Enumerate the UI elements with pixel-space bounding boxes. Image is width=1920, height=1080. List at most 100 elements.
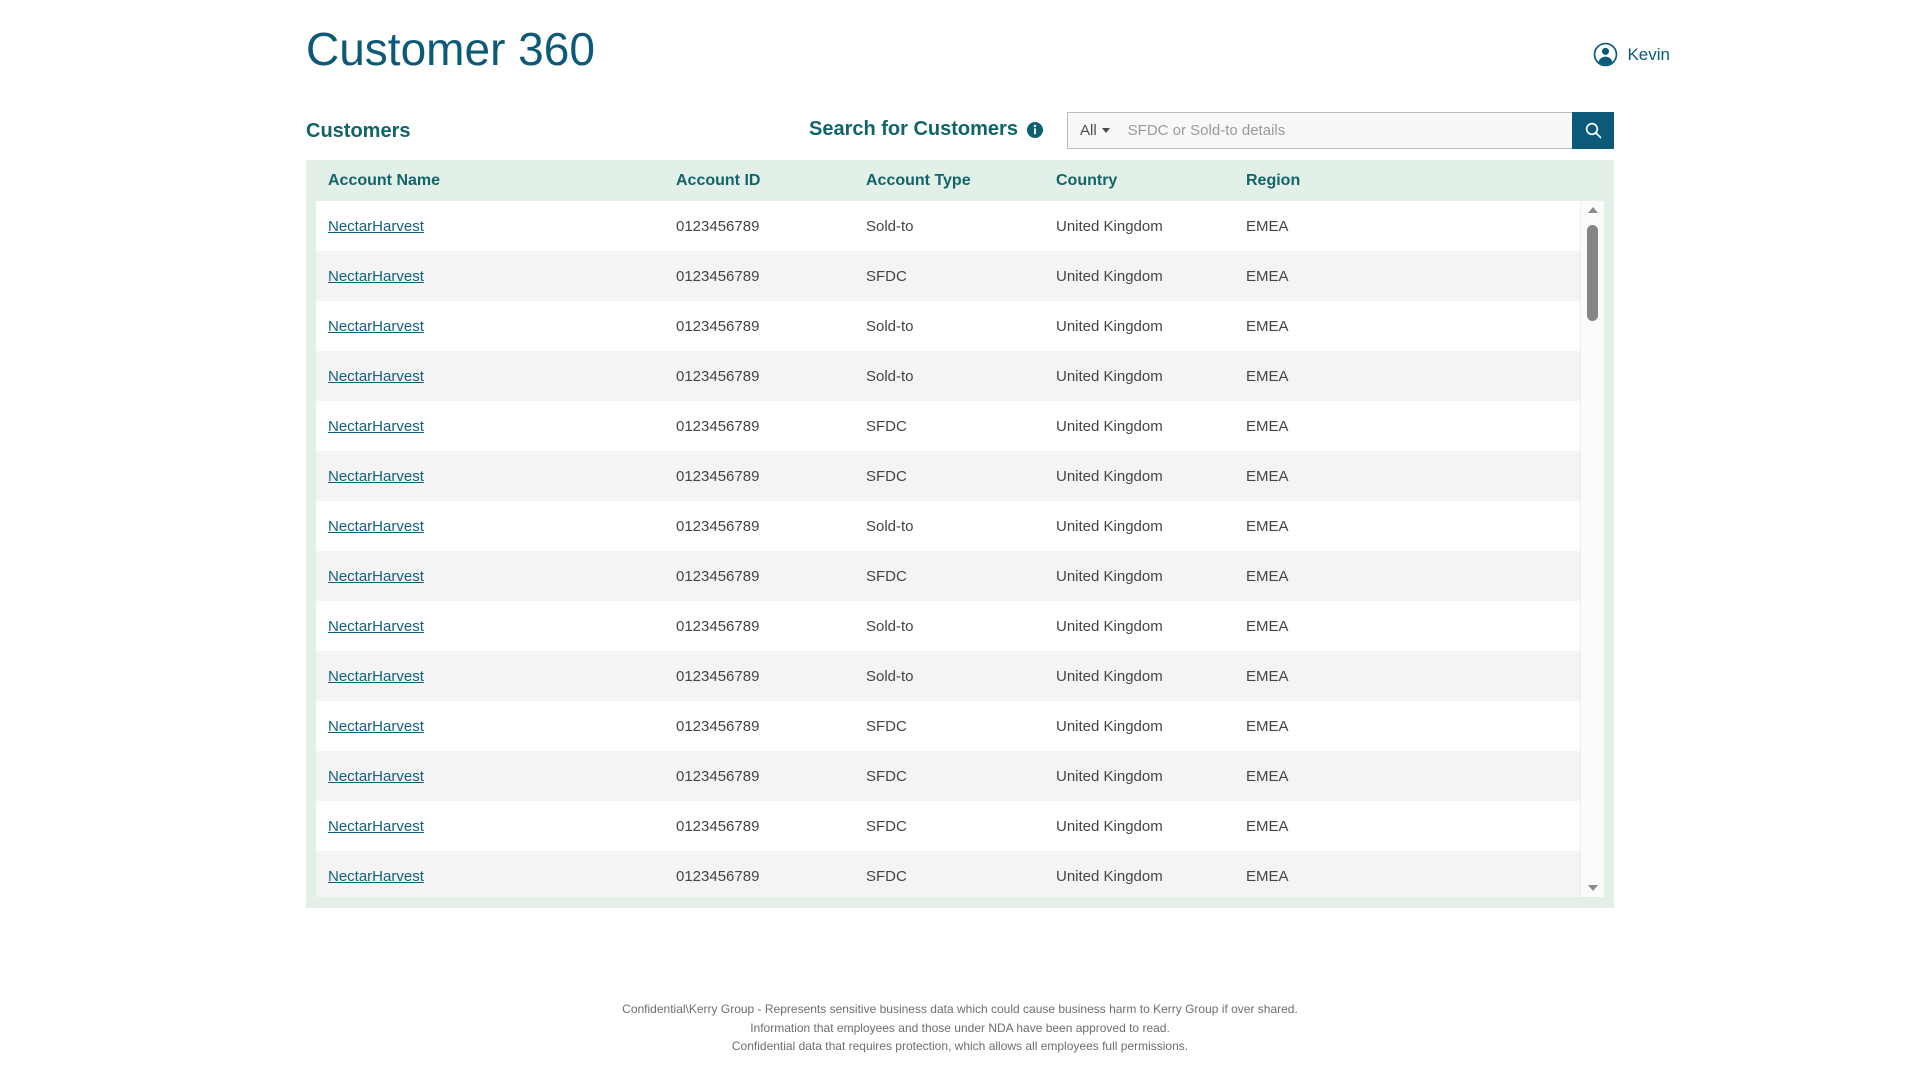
cell-country: United Kingdom [1056, 517, 1163, 535]
table-row[interactable]: NectarHarvest 0123456789 SFDC United Kingdo… [316, 551, 1580, 601]
cell-country: United Kingdom [1056, 267, 1163, 285]
column-header-country[interactable]: Country [1056, 171, 1118, 189]
cell-account-type: SFDC [866, 467, 907, 485]
table-row[interactable]: NectarHarvest 0123456789 SFDC United Kingdo… [316, 851, 1580, 897]
customers-table-card: Account Name Account ID Account Type Cou… [306, 160, 1614, 908]
scrollbar-up-button[interactable] [1581, 201, 1605, 219]
cell-account-id: 0123456789 [676, 317, 760, 335]
cell-account-type: Sold-to [866, 517, 914, 535]
account-name-link[interactable]: NectarHarvest [328, 717, 424, 735]
scrollbar-thumb[interactable] [1587, 225, 1598, 321]
account-name-link[interactable]: NectarHarvest [328, 517, 424, 535]
cell-country: United Kingdom [1056, 667, 1163, 685]
cell-account-name: NectarHarvest [328, 618, 676, 635]
account-name-link[interactable]: NectarHarvest [328, 867, 424, 885]
confidentiality-footer: Confidential\Kerry Group - Represents se… [0, 1000, 1920, 1056]
account-name-link[interactable]: NectarHarvest [328, 767, 424, 785]
cell-account-type: Sold-to [866, 667, 914, 685]
cell-account-name: NectarHarvest [328, 768, 676, 785]
footer-line: Information that employees and those und… [750, 1020, 1170, 1035]
cell-account-id: 0123456789 [676, 217, 760, 235]
table-row[interactable]: NectarHarvest 0123456789 SFDC United Kingdo… [316, 401, 1580, 451]
search-label-group: Search for Customers [809, 118, 1043, 141]
cell-country: United Kingdom [1056, 467, 1163, 485]
cell-region: EMEA [1246, 817, 1289, 835]
table-row[interactable]: NectarHarvest 0123456789 SFDC United Kingdo… [316, 451, 1580, 501]
footer-line: Confidential\Kerry Group - Represents se… [622, 1002, 1298, 1016]
cell-account-type: SFDC [866, 567, 907, 585]
table-row[interactable]: NectarHarvest 0123456789 SFDC United Kingdo… [316, 251, 1580, 301]
cell-region: EMEA [1246, 617, 1289, 635]
cell-country: United Kingdom [1056, 367, 1163, 385]
cell-region: EMEA [1246, 717, 1289, 735]
cell-account-name: NectarHarvest [328, 818, 676, 835]
cell-account-type: Sold-to [866, 367, 914, 385]
table-row[interactable]: NectarHarvest 0123456789 Sold-to United Kin… [316, 351, 1580, 401]
table-row[interactable]: NectarHarvest 0123456789 Sold-to United Kin… [316, 301, 1580, 351]
cell-region: EMEA [1246, 567, 1289, 585]
cell-country: United Kingdom [1056, 617, 1163, 635]
info-circle-icon[interactable] [1026, 121, 1043, 138]
cell-region: EMEA [1246, 667, 1289, 685]
table-row[interactable]: NectarHarvest 0123456789 Sold-to United Kin… [316, 651, 1580, 701]
table-row[interactable]: NectarHarvest 0123456789 Sold-to United Kin… [316, 201, 1580, 251]
table-row[interactable]: NectarHarvest 0123456789 SFDC United Kingdo… [316, 701, 1580, 751]
column-header-region[interactable]: Region [1246, 171, 1301, 189]
search-scope-dropdown[interactable]: All [1080, 122, 1120, 139]
cell-account-type: Sold-to [866, 617, 914, 635]
customers-section-label: Customers [306, 120, 411, 142]
cell-country: United Kingdom [1056, 767, 1163, 785]
cell-country: United Kingdom [1056, 417, 1163, 435]
search-scope-value: All [1080, 122, 1097, 139]
cell-account-name: NectarHarvest [328, 468, 676, 485]
cell-account-id: 0123456789 [676, 367, 760, 385]
account-name-link[interactable]: NectarHarvest [328, 467, 424, 485]
toolbar: Customers Search for Customers All [306, 112, 1614, 158]
search-for-customers-label: Search for Customers [809, 118, 1018, 140]
cell-country: United Kingdom [1056, 817, 1163, 835]
triangle-up-icon [1588, 207, 1598, 213]
cell-region: EMEA [1246, 217, 1289, 235]
cell-account-id: 0123456789 [676, 517, 760, 535]
account-name-link[interactable]: NectarHarvest [328, 667, 424, 685]
account-name-link[interactable]: NectarHarvest [328, 267, 424, 285]
cell-region: EMEA [1246, 367, 1289, 385]
cell-region: EMEA [1246, 317, 1289, 335]
cell-account-type: SFDC [866, 717, 907, 735]
chevron-down-icon [1101, 128, 1110, 133]
table-row[interactable]: NectarHarvest 0123456789 Sold-to United Kin… [316, 501, 1580, 551]
table-row[interactable]: NectarHarvest 0123456789 SFDC United Kingdo… [316, 801, 1580, 851]
column-header-account-type[interactable]: Account Type [866, 171, 971, 189]
cell-account-name: NectarHarvest [328, 668, 676, 685]
column-header-account-name[interactable]: Account Name [328, 171, 441, 189]
table-row[interactable]: NectarHarvest 0123456789 SFDC United Kingdo… [316, 751, 1580, 801]
account-name-link[interactable]: NectarHarvest [328, 417, 424, 435]
account-name-link[interactable]: NectarHarvest [328, 817, 424, 835]
account-name-link[interactable]: NectarHarvest [328, 217, 424, 235]
search-field: All [1067, 112, 1572, 149]
page-title: Customer 360 [306, 23, 595, 75]
page-header: Customer 360 Kevin [0, 0, 1920, 100]
account-name-link[interactable]: NectarHarvest [328, 317, 424, 335]
cell-account-id: 0123456789 [676, 767, 760, 785]
account-name-link[interactable]: NectarHarvest [328, 567, 424, 585]
table-scrollbar[interactable] [1580, 201, 1604, 897]
account-name-link[interactable]: NectarHarvest [328, 367, 424, 385]
user-menu[interactable]: Kevin [1593, 42, 1670, 67]
triangle-down-icon [1588, 885, 1598, 891]
search-button[interactable] [1572, 112, 1614, 149]
column-header-account-id[interactable]: Account ID [676, 171, 761, 189]
cell-region: EMEA [1246, 517, 1289, 535]
cell-region: EMEA [1246, 467, 1289, 485]
cell-country: United Kingdom [1056, 317, 1163, 335]
cell-country: United Kingdom [1056, 567, 1163, 585]
search-input[interactable] [1119, 122, 1572, 139]
scrollbar-down-button[interactable] [1581, 879, 1605, 897]
cell-account-id: 0123456789 [676, 867, 760, 885]
account-name-link[interactable]: NectarHarvest [328, 617, 424, 635]
cell-region: EMEA [1246, 417, 1289, 435]
footer-line: Confidential data that requires protecti… [731, 1039, 1189, 1054]
cell-account-name: NectarHarvest [328, 568, 676, 585]
table-row[interactable]: NectarHarvest 0123456789 Sold-to United Kin… [316, 601, 1580, 651]
